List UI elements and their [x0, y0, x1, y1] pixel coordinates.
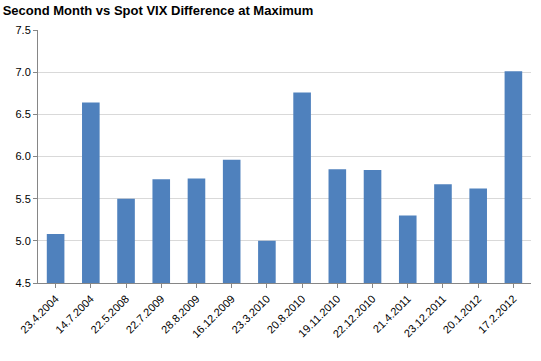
- svg-text:23.4.2004: 23.4.2004: [18, 293, 61, 336]
- svg-text:22.5.2008: 22.5.2008: [88, 293, 131, 336]
- svg-text:20.8.2010: 20.8.2010: [264, 293, 307, 336]
- svg-text:17.2.2012: 17.2.2012: [476, 293, 519, 336]
- svg-text:22.12.2010: 22.12.2010: [330, 293, 377, 340]
- svg-text:21.4.2011: 21.4.2011: [371, 293, 414, 336]
- svg-text:4.5: 4.5: [16, 277, 31, 289]
- svg-text:23.3.2010: 23.3.2010: [229, 293, 272, 336]
- svg-text:22.7.2009: 22.7.2009: [123, 293, 166, 336]
- svg-text:Second Month vs Spot VIX Diffe: Second Month vs Spot VIX Difference at M…: [3, 3, 314, 18]
- svg-text:23.12.2011: 23.12.2011: [401, 293, 448, 340]
- svg-text:19.11.2010: 19.11.2010: [296, 293, 343, 340]
- svg-text:6.5: 6.5: [16, 108, 31, 120]
- svg-text:16.12.2009: 16.12.2009: [190, 293, 237, 340]
- svg-text:5.0: 5.0: [16, 235, 31, 247]
- svg-text:20.1.2012: 20.1.2012: [440, 293, 483, 336]
- svg-text:5.5: 5.5: [16, 193, 31, 205]
- svg-text:14.7.2004: 14.7.2004: [53, 293, 96, 336]
- svg-text:7.0: 7.0: [16, 66, 31, 78]
- svg-text:6.0: 6.0: [16, 150, 31, 162]
- svg-text:28.8.2009: 28.8.2009: [159, 293, 202, 336]
- svg-text:7.5: 7.5: [16, 24, 31, 36]
